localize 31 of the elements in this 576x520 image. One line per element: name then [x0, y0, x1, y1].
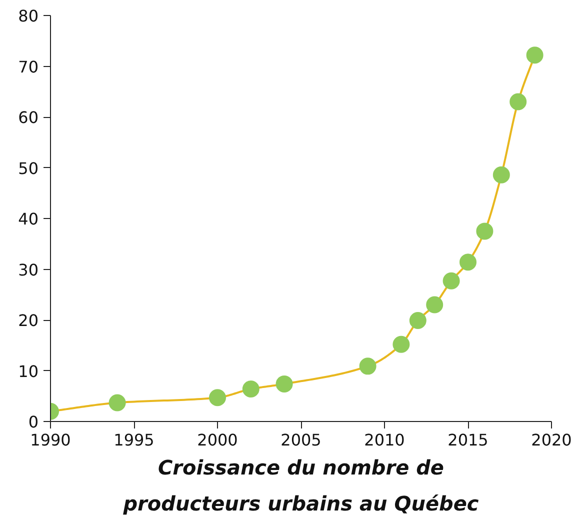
point — [526, 46, 544, 64]
x-tick-label: 1990 — [30, 430, 71, 450]
x-tick-label: 2005 — [280, 430, 322, 450]
point — [392, 336, 410, 353]
point — [359, 358, 376, 375]
y-tick-label: 30 — [18, 260, 38, 280]
y-tick-label: 40 — [18, 210, 38, 228]
y-tick-label: 0 — [28, 412, 39, 432]
y-tick-label: 10 — [18, 362, 38, 381]
text: Croissance du nombre de producteurs urbains au Québec — [122, 456, 479, 516]
point — [476, 222, 494, 240]
y-tick-label: 60 — [18, 108, 38, 127]
point — [442, 272, 460, 290]
point — [242, 380, 260, 398]
point — [409, 312, 426, 329]
point — [209, 389, 226, 406]
x-tick-label: 2020 — [531, 430, 572, 450]
point — [492, 166, 510, 184]
point — [426, 296, 444, 314]
point — [460, 254, 476, 271]
x-tick-label: 2000 — [197, 430, 238, 450]
point — [108, 394, 126, 412]
y-tick-label: 70 — [18, 57, 38, 76]
x-tick-label: 2010 — [364, 430, 405, 450]
x-tick-label: 1995 — [114, 430, 154, 450]
y-tick-label: 20 — [18, 311, 38, 330]
y-tick-label: 50 — [18, 158, 38, 178]
x-tick-label: 2015 — [448, 430, 488, 450]
y-tick-label: 80 — [18, 6, 38, 26]
point — [510, 93, 527, 110]
point — [276, 375, 293, 392]
